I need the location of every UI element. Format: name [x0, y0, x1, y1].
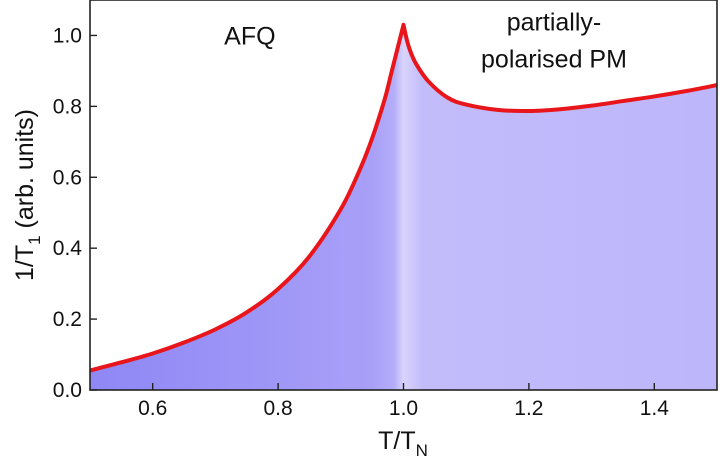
y-axis-title-post: (arb. units) [11, 109, 39, 235]
x-tick-label: 0.6 [138, 397, 167, 420]
y-tick-label: 0.2 [53, 308, 82, 331]
x-tick-label: 0.8 [263, 397, 292, 420]
x-tick-label: 1.2 [514, 397, 543, 420]
series-line [90, 22, 717, 373]
y-tick-label: 0.0 [53, 379, 82, 402]
annotation-label: partially- [507, 8, 601, 36]
x-tick-label: 1.4 [640, 397, 670, 420]
area-fill [90, 24, 717, 390]
annotations: AFQ partially-polarised PM [224, 8, 627, 73]
x-axis: 0.6 0.8 1.0 1.2 1.4 [138, 383, 669, 420]
x-axis-title: T/TN [378, 427, 428, 458]
annotation-label: polarised PM [481, 46, 627, 74]
y-tick-label: 0.6 [53, 166, 82, 189]
y-tick-label: 0.8 [53, 95, 82, 118]
y-tick-label: 0.4 [53, 237, 83, 260]
annotation-label: AFQ [224, 22, 275, 50]
x-axis-title-sub: N [416, 441, 428, 458]
x-tick-label: 1.0 [389, 397, 418, 420]
y-axis-title-pre: 1/T [11, 245, 39, 281]
y-axis-title: 1/T1 (arb. units) [11, 109, 44, 281]
y-tick-label: 1.0 [53, 24, 82, 47]
y-axis-title-sub: 1 [25, 235, 44, 244]
y-axis: 0.0 0.2 0.4 0.6 0.8 1.0 [53, 24, 97, 402]
x-axis-title-main: T/T [378, 427, 416, 455]
